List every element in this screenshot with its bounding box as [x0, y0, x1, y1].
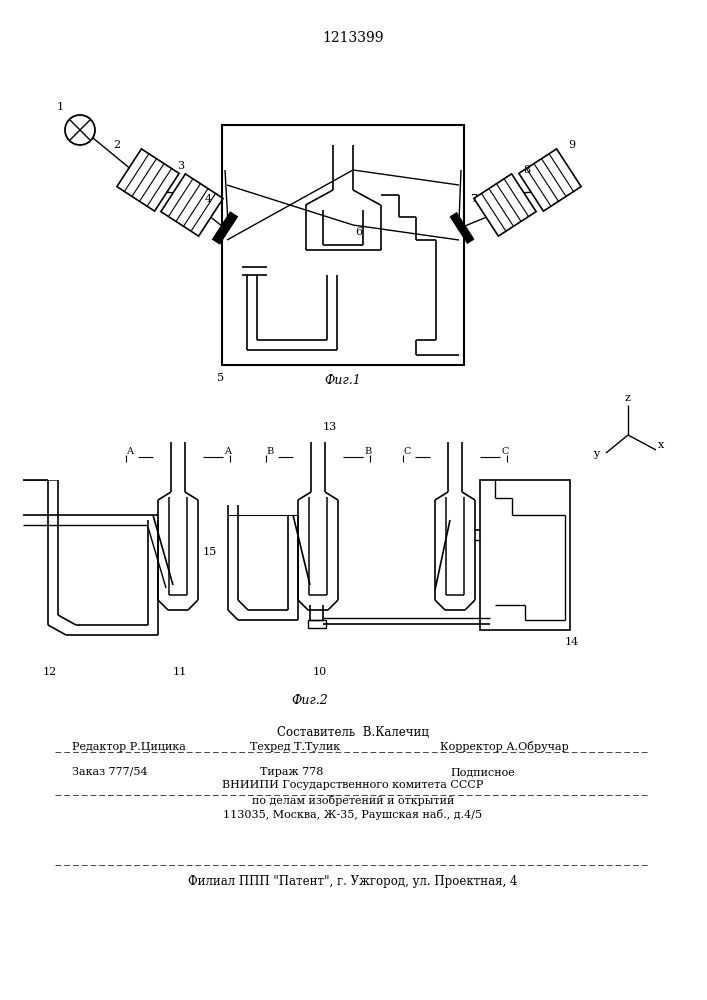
- Text: 14: 14: [565, 637, 579, 647]
- Polygon shape: [450, 212, 474, 244]
- Text: по делам изобретений и открытий: по делам изобретений и открытий: [252, 794, 454, 806]
- Text: Подписное: Подписное: [450, 767, 515, 777]
- Text: C: C: [501, 447, 508, 456]
- Bar: [308, 620, 326, 628]
- Text: Редактор Р.Цицика: Редактор Р.Цицика: [72, 742, 186, 752]
- Text: 15: 15: [203, 547, 217, 557]
- Bar: [222, 125, 464, 365]
- Text: A: A: [224, 447, 231, 456]
- Text: 7: 7: [470, 194, 477, 204]
- Text: 4: 4: [205, 194, 212, 204]
- Text: ВНИИПИ Государственного комитета СССР: ВНИИПИ Государственного комитета СССР: [222, 780, 484, 790]
- Text: z: z: [625, 393, 631, 403]
- Text: 6: 6: [355, 227, 362, 237]
- Text: Фиг.2: Фиг.2: [291, 694, 328, 706]
- Text: Филиал ППП "Патент", г. Ужгород, ул. Проектная, 4: Филиал ППП "Патент", г. Ужгород, ул. Про…: [188, 876, 518, 888]
- Text: 9: 9: [568, 140, 575, 150]
- Text: 3: 3: [177, 161, 184, 171]
- Text: B: B: [364, 447, 371, 456]
- Text: 13: 13: [323, 422, 337, 432]
- Text: 11: 11: [173, 667, 187, 677]
- Text: 8: 8: [523, 165, 530, 175]
- Text: 2: 2: [113, 140, 120, 150]
- Text: y: y: [593, 449, 600, 459]
- Text: Тираж 778: Тираж 778: [260, 767, 323, 777]
- Text: Заказ 777/54: Заказ 777/54: [72, 767, 148, 777]
- Text: 1: 1: [57, 102, 64, 112]
- Text: 12: 12: [43, 667, 57, 677]
- Bar: [480, 480, 570, 630]
- Text: 113035, Москва, Ж-35, Раушская наб., д.4/5: 113035, Москва, Ж-35, Раушская наб., д.4…: [223, 808, 483, 820]
- Text: C: C: [403, 447, 410, 456]
- Text: 5: 5: [217, 373, 224, 383]
- Text: B: B: [266, 447, 273, 456]
- Text: Фиг.1: Фиг.1: [325, 373, 361, 386]
- Text: 10: 10: [313, 667, 327, 677]
- Text: 1213399: 1213399: [322, 31, 384, 45]
- Text: Корректор А.Обручар: Корректор А.Обручар: [440, 742, 568, 752]
- Text: Составитель  В.Калечиц: Составитель В.Калечиц: [277, 726, 429, 738]
- Polygon shape: [213, 212, 237, 244]
- Text: Техред Т.Тулик: Техред Т.Тулик: [250, 742, 340, 752]
- Text: x: x: [658, 440, 665, 450]
- Text: A: A: [126, 447, 133, 456]
